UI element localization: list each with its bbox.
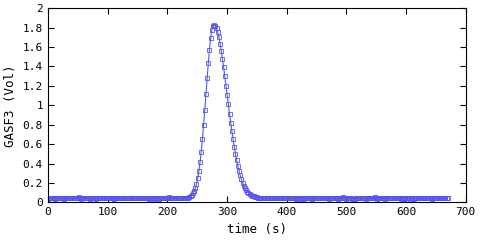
X-axis label: time (s): time (s) (227, 223, 287, 236)
Y-axis label: GASF3 (Vol): GASF3 (Vol) (4, 64, 17, 147)
